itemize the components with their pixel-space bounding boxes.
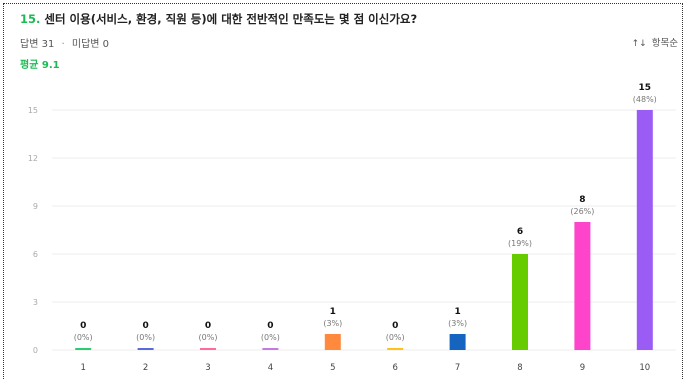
value-label: 0 (392, 321, 398, 331)
percent-label: (0%) (74, 333, 93, 342)
x-tick-label: 2 (143, 363, 148, 373)
meta-separator: · (61, 39, 65, 50)
percent-label: (0%) (199, 333, 218, 342)
percent-label: (3%) (323, 319, 342, 328)
x-tick-label: 5 (330, 363, 335, 373)
value-label: 0 (142, 321, 148, 331)
x-tick-label: 10 (639, 363, 650, 373)
percent-label: (0%) (386, 333, 405, 342)
x-tick-label: 7 (455, 363, 460, 373)
percent-label: (48%) (633, 95, 657, 104)
y-tick-label: 15 (28, 106, 38, 115)
value-label: 15 (639, 83, 652, 93)
question-title: 15. 센터 이용(서비스, 환경, 직원 등)에 대한 전반적인 만족도는 몇… (20, 11, 417, 27)
x-tick-label: 8 (517, 363, 522, 373)
percent-label: (19%) (508, 239, 532, 248)
y-tick-label: 9 (33, 202, 38, 211)
value-label: 6 (517, 227, 523, 237)
x-tick-label: 1 (80, 363, 85, 373)
value-label: 0 (80, 321, 86, 331)
card-frame (3, 3, 683, 379)
x-tick-label: 3 (205, 363, 210, 373)
percent-label: (0%) (261, 333, 280, 342)
question-number: 15. (20, 12, 41, 26)
bar-9 (574, 222, 591, 350)
x-tick-label: 9 (580, 363, 585, 373)
average-score: 평균 9.1 (20, 60, 60, 71)
percent-label: (3%) (448, 319, 467, 328)
response-meta: 답변 31 · 미답변 0 (20, 35, 109, 50)
answered-count: 답변 31 (20, 39, 55, 50)
percent-label: (0%) (136, 333, 155, 342)
bar-2 (137, 348, 154, 350)
value-label: 1 (454, 307, 460, 317)
y-tick-label: 6 (33, 250, 38, 259)
y-tick-label: 0 (33, 346, 38, 355)
unanswered-count: 미답변 0 (71, 39, 110, 50)
bar-6 (387, 348, 404, 350)
value-label: 0 (205, 321, 211, 331)
sort-label: 항목순 (651, 38, 678, 49)
bar-7 (449, 334, 466, 350)
y-tick-label: 3 (33, 298, 38, 307)
sort-arrows-icon: ↑↓ (631, 39, 647, 49)
value-label: 0 (267, 321, 273, 331)
value-label: 1 (330, 307, 336, 317)
y-tick-label: 12 (28, 154, 38, 163)
bar-4 (262, 348, 279, 350)
percent-label: (26%) (570, 207, 594, 216)
bar-3 (200, 348, 216, 350)
bar-10 (636, 110, 653, 350)
bar-5 (324, 334, 341, 350)
sort-button[interactable]: ↑↓ 항목순 (632, 35, 678, 49)
x-tick-label: 6 (392, 363, 397, 373)
bar-8 (512, 254, 528, 350)
value-label: 8 (579, 195, 585, 205)
question-text: 센터 이용(서비스, 환경, 직원 등)에 대한 전반적인 만족도는 몇 점 이… (44, 12, 418, 26)
x-tick-label: 4 (268, 363, 273, 373)
bar-1 (75, 348, 92, 350)
